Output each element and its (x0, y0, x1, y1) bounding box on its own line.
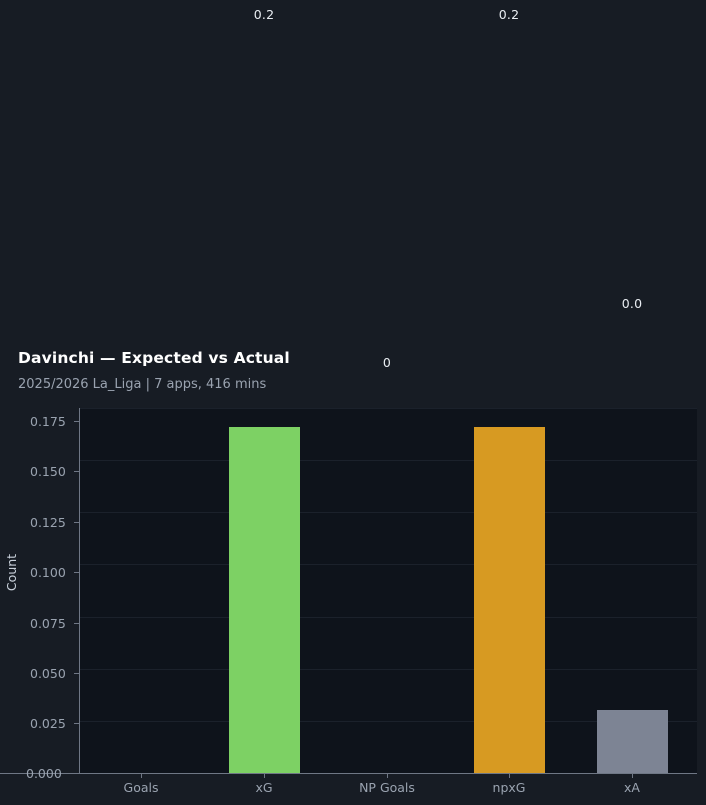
y-tick-mark (74, 623, 79, 624)
y-tick-mark (74, 522, 79, 523)
x-tick-label-xg: xG (255, 780, 273, 795)
gridline (80, 408, 697, 409)
y-tick-mark (74, 773, 79, 774)
gridline (80, 512, 697, 514)
chart-subtitle: 2025/2026 La_Liga | 7 apps, 416 mins (18, 377, 267, 392)
value-label-npxg: 0.2 (498, 7, 520, 22)
x-tick-mark (509, 774, 510, 778)
x-tick-label-np-goals: NP Goals (359, 780, 415, 795)
y-axis-spine (79, 408, 80, 773)
y-tick-mark (74, 723, 79, 724)
gridline (80, 720, 697, 722)
y-tick-mark (74, 673, 79, 674)
value-label-xa: 0.0 (621, 296, 643, 311)
value-label-np-goals: 0 (382, 355, 392, 370)
gridline (80, 564, 697, 566)
x-tick-label-goals: Goals (123, 780, 159, 795)
page-title: Davinchi — Expected vs Actual (18, 349, 290, 367)
y-tick-mark (74, 572, 79, 573)
y-axis-label: Count (4, 553, 20, 592)
y-tick-mark (74, 421, 79, 422)
gridline (80, 616, 697, 618)
plot-area (80, 408, 697, 773)
x-tick-mark (141, 774, 142, 778)
x-tick-label-npxg: npxG (492, 780, 526, 795)
bar-xa (597, 710, 668, 773)
gridline (80, 668, 697, 670)
x-tick-mark (632, 774, 633, 778)
gridline (80, 460, 697, 462)
x-tick-mark (387, 774, 388, 778)
x-tick-mark (264, 774, 265, 778)
x-axis-spine (0, 773, 697, 774)
y-tick-mark (74, 471, 79, 472)
bar-xg (229, 427, 300, 773)
bar-npxg (474, 427, 545, 773)
chart-header: Davinchi — Expected vs Actual 2025/2026 … (18, 348, 438, 394)
x-tick-label-xa: xA (624, 780, 640, 795)
value-label-xg: 0.2 (253, 7, 275, 22)
